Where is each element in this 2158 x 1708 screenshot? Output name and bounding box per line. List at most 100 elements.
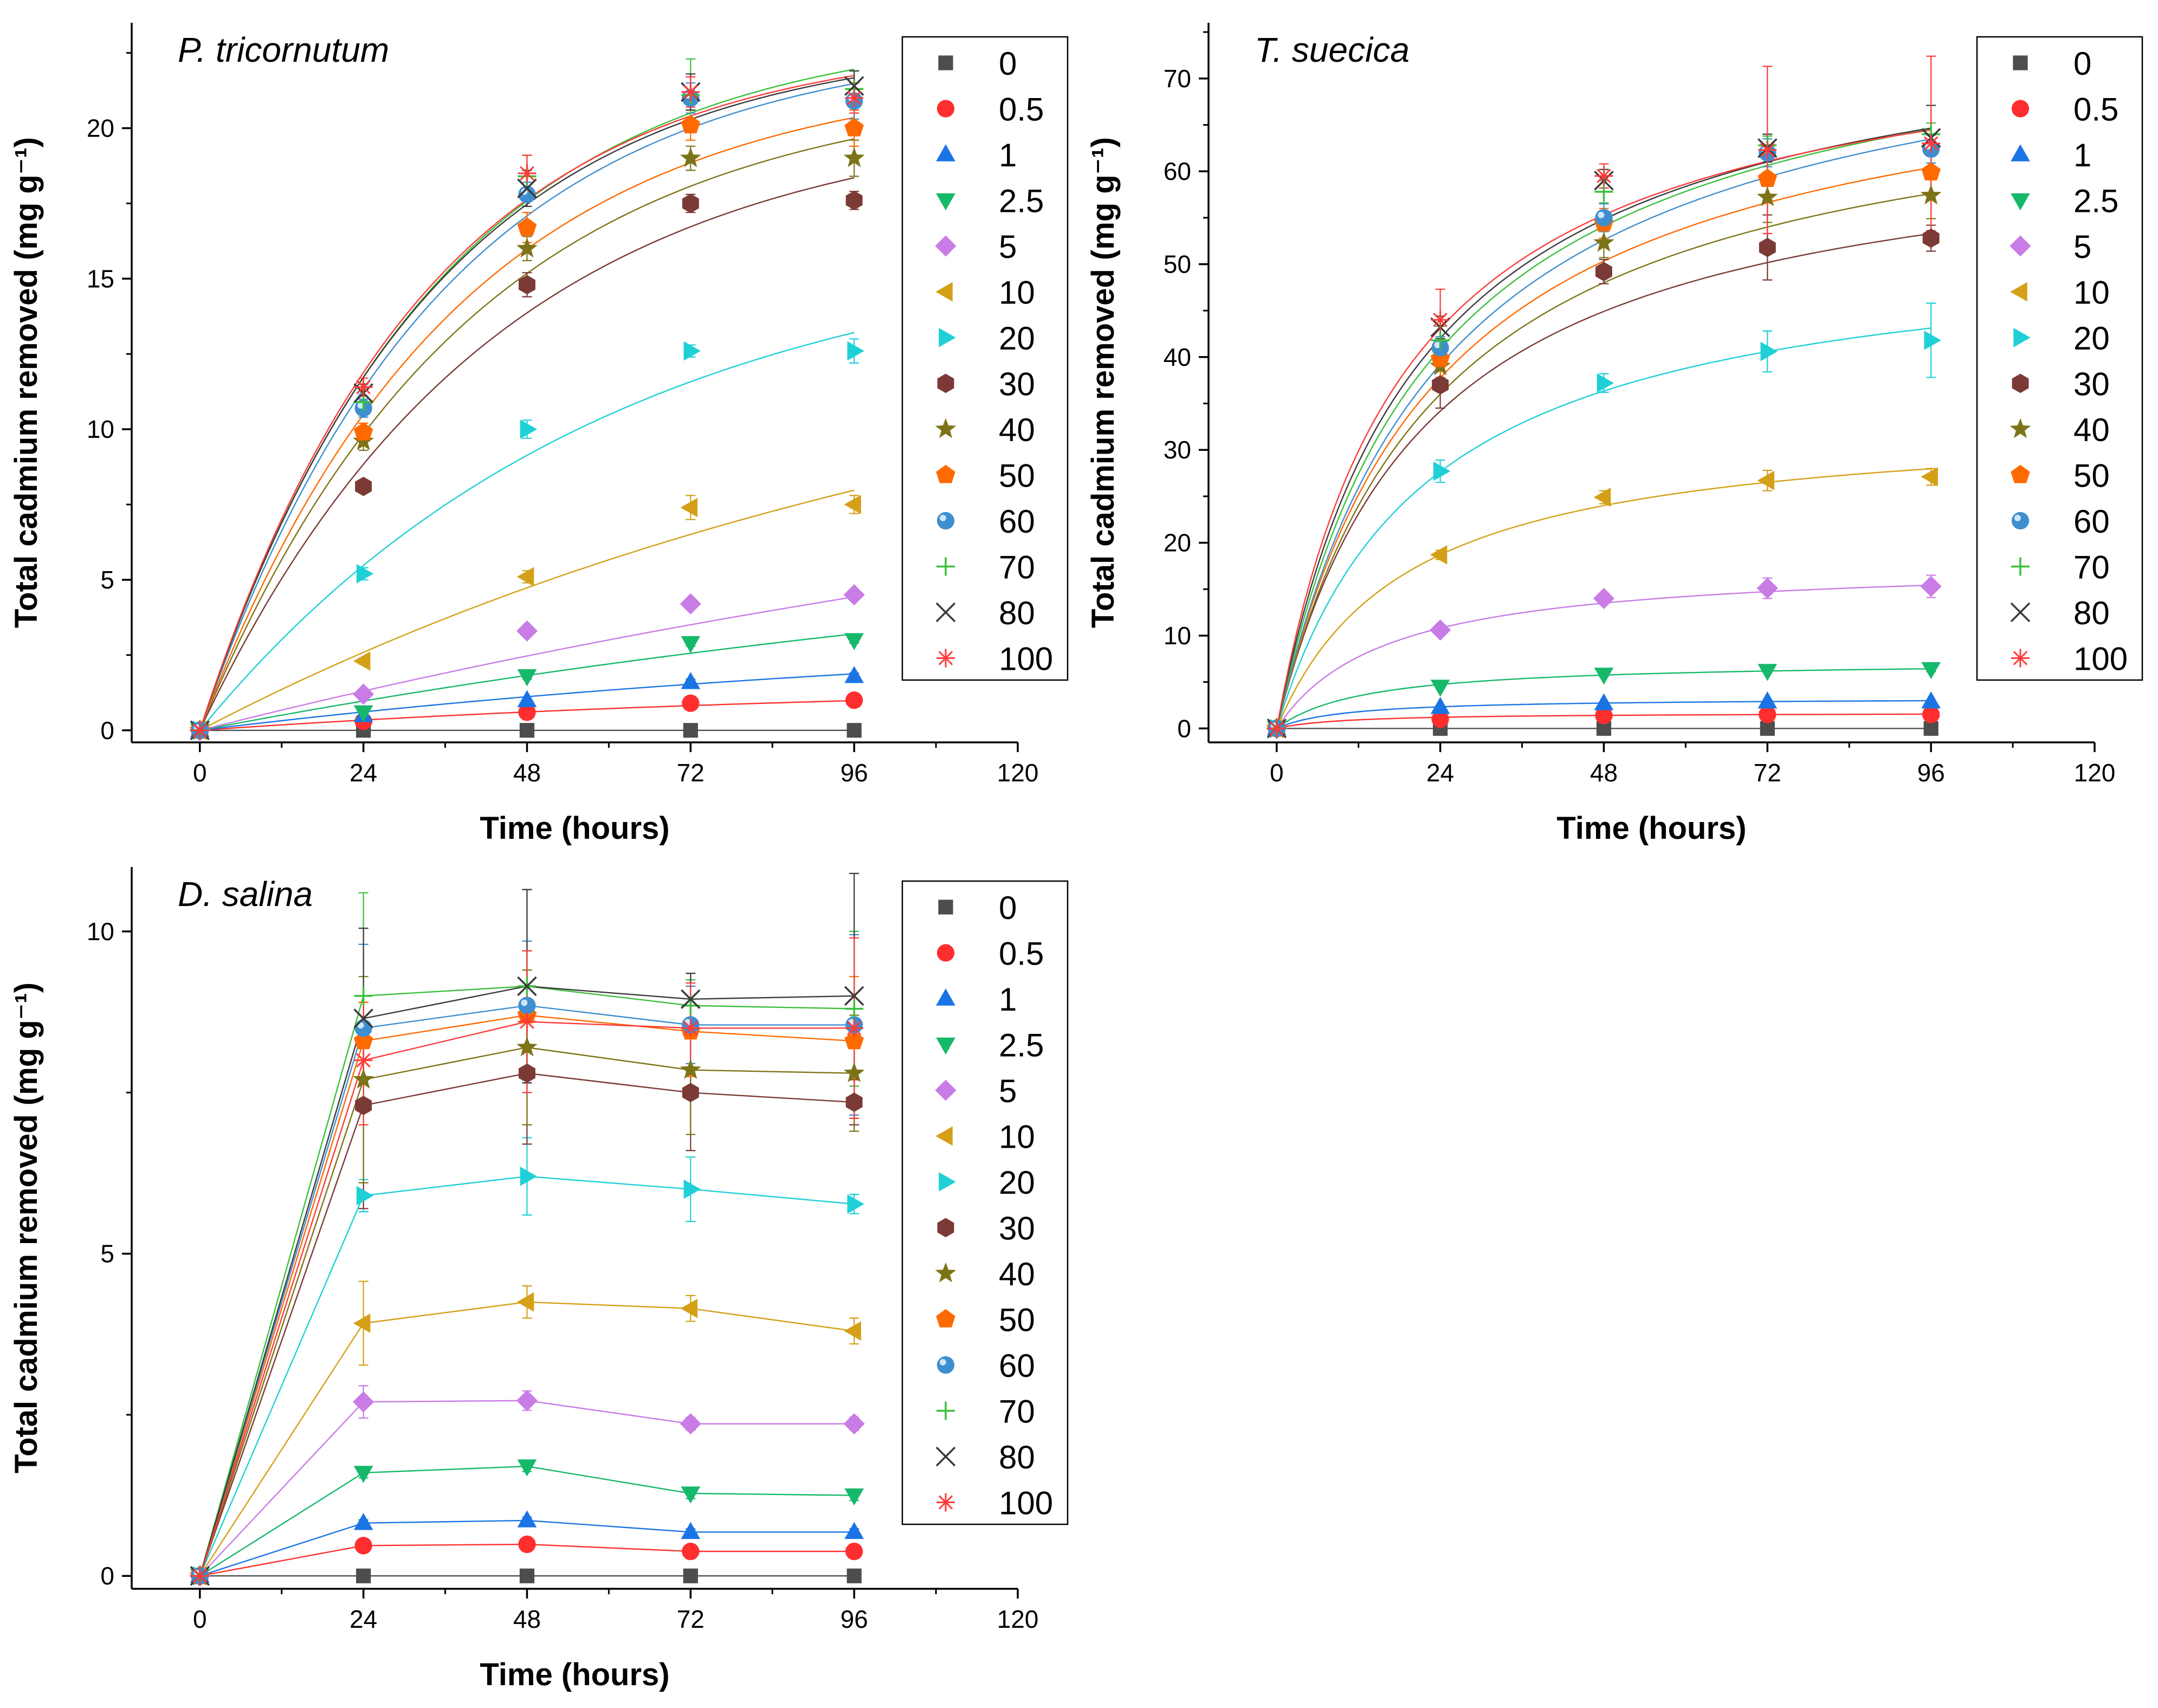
legend-label-50: 50 bbox=[2073, 458, 2110, 494]
data-point-10 bbox=[353, 1314, 371, 1333]
x-tick-label: 72 bbox=[1754, 759, 1781, 787]
data-point-0 bbox=[1923, 721, 1939, 736]
data-point-5 bbox=[353, 683, 374, 705]
data-point-0 bbox=[1760, 721, 1775, 736]
data-point-20 bbox=[356, 564, 374, 584]
legend-marker-80 bbox=[935, 1446, 956, 1467]
y-tick-label: 0 bbox=[1177, 714, 1191, 742]
data-point-100 bbox=[1267, 719, 1286, 738]
data-point-50 bbox=[1921, 162, 1941, 181]
data-point-10 bbox=[680, 497, 698, 517]
legend-marker-30 bbox=[2012, 373, 2029, 393]
legend-label-30: 30 bbox=[999, 366, 1035, 403]
series-line-20 bbox=[199, 332, 855, 731]
legend-marker-80 bbox=[935, 602, 956, 623]
legend: 0 0.5 1 2.5 5 10 20 30 40 50 60 70 80 100 bbox=[901, 36, 1069, 681]
data-point-100 bbox=[190, 721, 209, 740]
data-point-20 bbox=[683, 1179, 701, 1199]
x-tick-label: 120 bbox=[2074, 759, 2116, 787]
legend-marker-5 bbox=[935, 1079, 957, 1101]
legend-marker-70 bbox=[936, 557, 955, 576]
x-tick-label: 72 bbox=[677, 759, 705, 787]
data-point-100 bbox=[518, 164, 537, 183]
data-point-100 bbox=[354, 378, 373, 397]
x-tick-label: 48 bbox=[513, 759, 541, 787]
data-point-1 bbox=[681, 672, 701, 689]
data-point-30 bbox=[1759, 237, 1776, 257]
x-axis-title: Time (hours) bbox=[480, 811, 669, 846]
legend-marker-2-5 bbox=[936, 1037, 955, 1055]
legend-marker-1 bbox=[936, 988, 955, 1006]
data-point-20 bbox=[356, 1186, 374, 1206]
legend-label-40: 40 bbox=[999, 1256, 1035, 1292]
legend-marker-60 bbox=[936, 512, 955, 530]
data-point-50 bbox=[353, 422, 373, 441]
legend-marker-2-5 bbox=[936, 193, 955, 211]
series-line-30 bbox=[199, 177, 855, 731]
data-point-2-5 bbox=[844, 633, 864, 650]
x-axis-title: Time (hours) bbox=[480, 1657, 669, 1692]
legend-marker-20 bbox=[939, 328, 956, 347]
legend-label-80: 80 bbox=[2073, 595, 2110, 631]
legend-label-0: 0 bbox=[2073, 46, 2091, 82]
data-point-20 bbox=[520, 419, 538, 439]
legend-marker-0-5 bbox=[936, 944, 955, 962]
data-point-2-5 bbox=[681, 1486, 701, 1504]
legend-marker-20 bbox=[939, 1172, 956, 1192]
data-point-30 bbox=[355, 476, 372, 496]
data-point-100 bbox=[1431, 310, 1450, 329]
y-tick-label: 10 bbox=[87, 917, 114, 946]
data-point-10 bbox=[1757, 470, 1775, 490]
data-point-2-5 bbox=[353, 705, 373, 723]
y-tick-label: 0 bbox=[100, 1562, 114, 1590]
data-point-10 bbox=[353, 651, 371, 671]
x-tick-label: 120 bbox=[997, 759, 1039, 787]
legend-label-20: 20 bbox=[999, 320, 1035, 357]
legend-marker-20 bbox=[2013, 328, 2031, 347]
legend-marker-1 bbox=[2011, 144, 2030, 161]
data-point-80 bbox=[517, 976, 537, 997]
data-point-80 bbox=[353, 1008, 373, 1028]
legend: 0 0.5 1 2.5 5 10 20 30 40 50 60 70 80 100 bbox=[901, 880, 1069, 1525]
legend-label-30: 30 bbox=[2073, 366, 2110, 403]
data-point-5 bbox=[843, 584, 865, 606]
data-point-100 bbox=[1922, 134, 1941, 153]
legend-marker-10 bbox=[935, 1126, 953, 1146]
legend-marker-50 bbox=[936, 464, 955, 483]
data-point-40 bbox=[843, 147, 865, 167]
y-tick-label: 40 bbox=[1164, 343, 1191, 371]
legend-label-0-5: 0.5 bbox=[999, 92, 1044, 128]
series-line-10 bbox=[199, 489, 855, 731]
data-point-20 bbox=[683, 341, 701, 361]
data-point-5 bbox=[680, 1413, 701, 1435]
data-point-100 bbox=[354, 1051, 373, 1070]
data-point-40 bbox=[1920, 184, 1942, 205]
x-tick-label: 48 bbox=[1590, 759, 1618, 787]
legend-marker-40 bbox=[935, 418, 957, 438]
y-tick-label: 30 bbox=[1164, 436, 1191, 464]
data-point-5 bbox=[516, 1390, 538, 1412]
panel-title: D. salina bbox=[178, 875, 313, 914]
data-point-1 bbox=[1430, 697, 1450, 714]
legend-label-70: 70 bbox=[2073, 549, 2110, 586]
data-point-20 bbox=[1597, 373, 1614, 393]
data-point-50 bbox=[681, 115, 701, 134]
data-point-1 bbox=[844, 666, 864, 683]
legend-marker-80 bbox=[2010, 602, 2031, 623]
data-point-0 bbox=[519, 1568, 535, 1583]
data-point-60 bbox=[518, 997, 536, 1014]
legend-label-0-5: 0.5 bbox=[2073, 92, 2118, 128]
data-point-0 bbox=[847, 723, 862, 738]
data-point-2-5 bbox=[681, 636, 701, 654]
data-point-70 bbox=[1594, 182, 1613, 201]
legend-marker-10 bbox=[2010, 282, 2027, 302]
data-point-30 bbox=[355, 1096, 372, 1115]
legend-marker-60 bbox=[936, 1356, 955, 1374]
data-point-0 bbox=[519, 723, 535, 738]
legend-label-5: 5 bbox=[999, 229, 1017, 265]
data-point-5 bbox=[1593, 587, 1615, 609]
x-tick-label: 96 bbox=[841, 759, 868, 787]
data-point-0 bbox=[356, 1568, 371, 1583]
